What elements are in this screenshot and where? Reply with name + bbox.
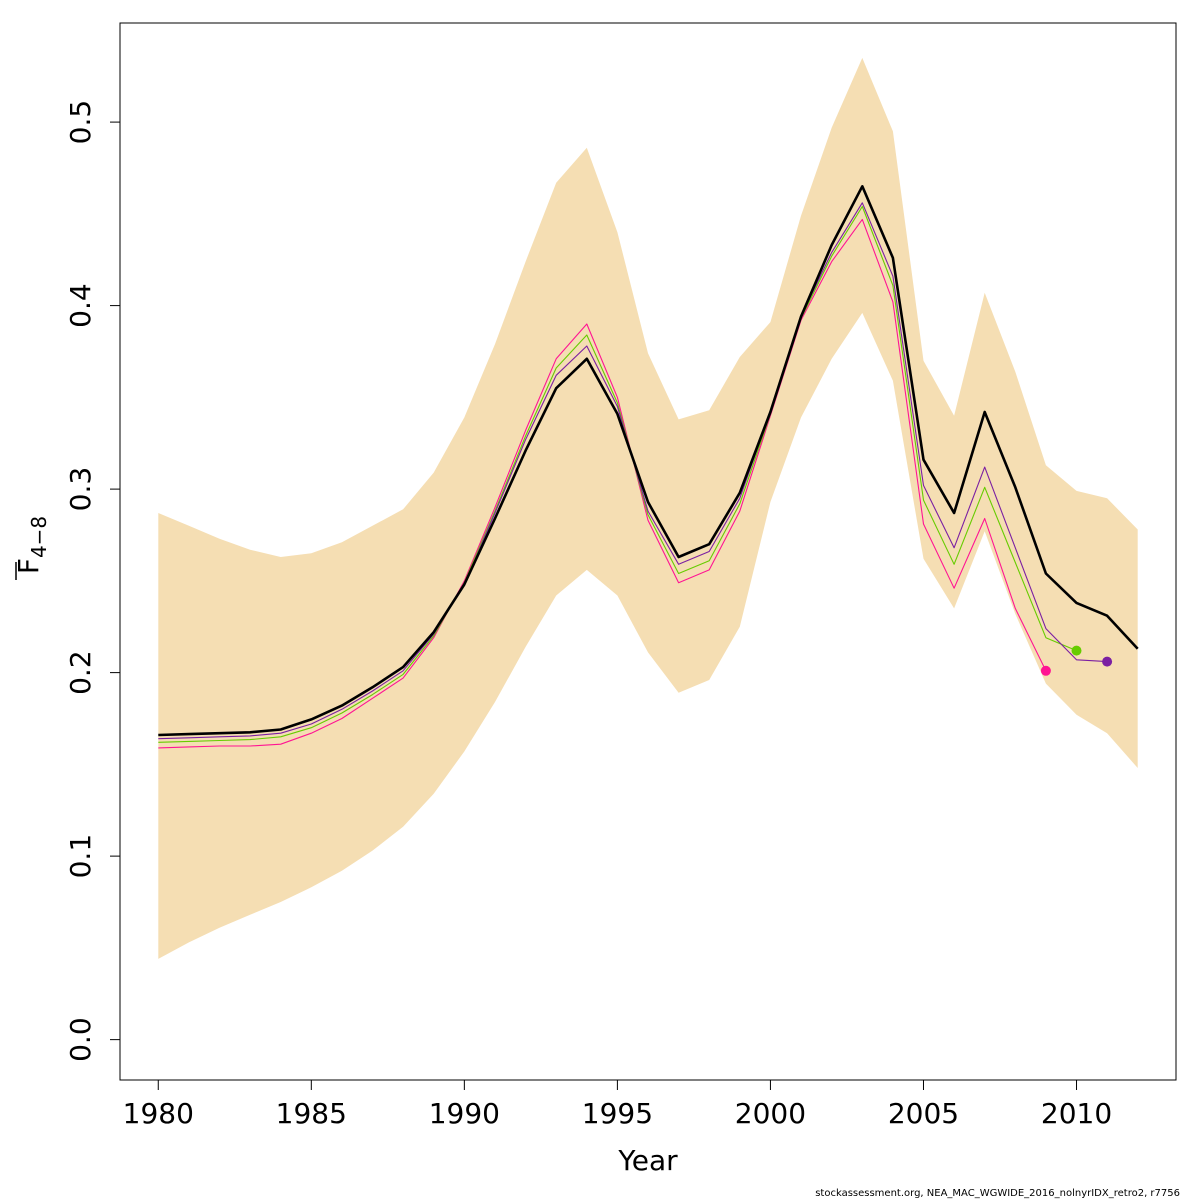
series-layer xyxy=(158,185,1139,749)
svg-text:F4−8: F4−8 xyxy=(12,516,51,574)
x-axis: 1980 1985 1990 1995 2000 2005 2010 xyxy=(123,1079,1112,1130)
y-tick-label: 0.3 xyxy=(64,467,97,512)
y-tick-label: 0.4 xyxy=(64,283,97,328)
x-tick-label: 2000 xyxy=(735,1097,806,1130)
series-line-retro3 xyxy=(158,218,1047,749)
endpoint-retro3 xyxy=(1040,665,1051,676)
series-line-retro2 xyxy=(158,205,1077,743)
x-tick-label: 2005 xyxy=(888,1097,959,1130)
y-tick-label: 0.0 xyxy=(64,1017,97,1062)
y-axis-title-subscript: 4−8 xyxy=(27,516,51,558)
x-tick-label: 1985 xyxy=(276,1097,347,1130)
x-tick-label: 2010 xyxy=(1041,1097,1112,1130)
series-line-main xyxy=(158,185,1139,737)
x-tick-label: 1995 xyxy=(582,1097,653,1130)
y-tick-label: 0.5 xyxy=(64,100,97,145)
endpoint-layer xyxy=(1040,645,1113,676)
footer-credit: stockassessment.org, NEA_MAC_WGWIDE_2016… xyxy=(815,1188,1180,1199)
y-axis-title-main: F xyxy=(12,558,45,574)
y-axis: 0.0 0.1 0.2 0.3 0.4 0.5 xyxy=(64,100,121,1062)
x-tick-label: 1980 xyxy=(123,1097,194,1130)
y-axis-title: F4−8 xyxy=(12,516,51,580)
y-tick-label: 0.1 xyxy=(64,834,97,879)
confidence-band xyxy=(158,57,1138,959)
confidence-band-layer xyxy=(158,57,1138,959)
endpoint-retro1 xyxy=(1102,656,1113,667)
endpoint-retro2 xyxy=(1071,645,1082,656)
x-tick-label: 1990 xyxy=(429,1097,500,1130)
x-axis-title: Year xyxy=(617,1144,678,1177)
y-tick-label: 0.2 xyxy=(64,650,97,695)
